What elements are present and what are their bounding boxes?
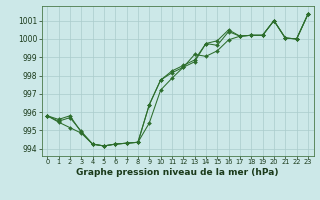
- X-axis label: Graphe pression niveau de la mer (hPa): Graphe pression niveau de la mer (hPa): [76, 168, 279, 177]
